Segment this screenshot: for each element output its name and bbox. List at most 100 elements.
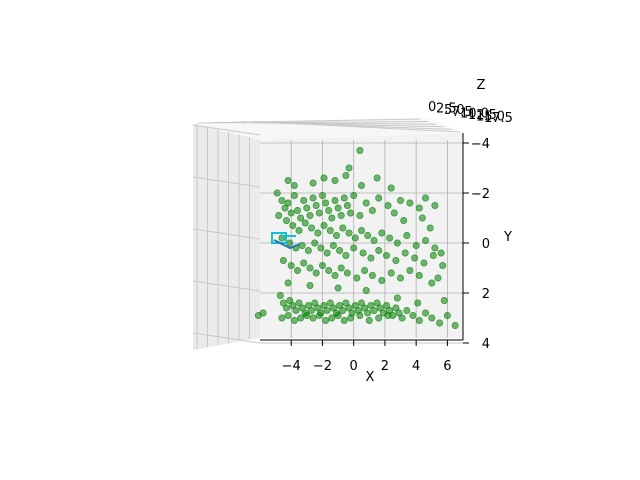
scatter-point xyxy=(278,314,286,322)
scatter-point xyxy=(382,252,390,260)
scatter-point xyxy=(259,309,267,317)
z-tick-label: 0 xyxy=(428,100,436,115)
scatter-point xyxy=(343,202,351,210)
y-tick-label: 0 xyxy=(482,237,490,252)
scatter-point xyxy=(365,316,373,324)
scatter-point xyxy=(328,314,336,322)
scatter-point xyxy=(367,301,375,309)
scatter-point xyxy=(331,177,339,185)
scatter-point xyxy=(326,299,334,307)
scatter-point xyxy=(373,299,381,307)
scatter-point xyxy=(440,296,448,304)
scatter-point xyxy=(278,197,286,205)
scatter-point xyxy=(320,301,328,309)
scatter-point xyxy=(342,252,350,260)
scatter-point xyxy=(347,209,355,217)
scatter-point xyxy=(415,204,423,212)
scatter-point xyxy=(364,309,372,317)
scatter-point xyxy=(292,306,300,314)
scatter-points xyxy=(254,147,459,329)
scatter-point xyxy=(345,164,353,172)
scatter-point xyxy=(314,304,322,312)
scatter-point xyxy=(411,254,419,262)
scatter-point xyxy=(356,212,364,220)
side-pane-gridline xyxy=(192,176,261,188)
scatter-point xyxy=(429,252,437,260)
scatter-point xyxy=(334,204,342,212)
scatter-point xyxy=(307,306,315,314)
scatter-point xyxy=(387,184,395,192)
scatter-point xyxy=(428,314,436,322)
x-tick-label: 4 xyxy=(412,359,420,374)
scatter-point xyxy=(298,304,306,312)
scatter-point xyxy=(287,209,295,217)
scatter-point xyxy=(323,306,331,314)
scatter-point xyxy=(451,321,459,329)
y-tick-label: 2 xyxy=(482,287,490,302)
scatter-point xyxy=(275,212,283,220)
scatter-point xyxy=(332,232,340,240)
scatter-point xyxy=(400,217,408,225)
blue-quiver-glyph-icon xyxy=(271,232,301,250)
scatter-point xyxy=(298,242,306,250)
x-tick-label: 6 xyxy=(443,359,451,374)
pane-lines xyxy=(192,118,461,349)
scatter-point xyxy=(304,247,312,255)
y-axis-label: Y xyxy=(503,230,512,245)
scatter-point xyxy=(361,304,369,312)
scatter-point xyxy=(337,212,345,220)
scatter-point xyxy=(378,276,386,284)
scatter-point xyxy=(314,229,322,237)
scatter-point xyxy=(290,192,298,200)
scatter-point xyxy=(303,204,311,212)
scatter-point xyxy=(415,316,423,324)
scatter-point xyxy=(318,192,326,200)
scatter-point xyxy=(312,202,320,210)
scatter-point xyxy=(343,269,351,277)
scatter-point xyxy=(420,259,428,267)
scatter-point xyxy=(357,227,365,235)
scatter-point xyxy=(393,294,401,302)
scatter-point xyxy=(300,259,308,267)
scatter-point xyxy=(406,199,414,207)
y-tick-label: −2 xyxy=(471,187,490,202)
scatter-point xyxy=(322,199,330,207)
scatter-point xyxy=(396,274,404,282)
scatter-point xyxy=(384,202,392,210)
scatter-point xyxy=(329,242,337,250)
scatter-point xyxy=(328,214,336,222)
scatter-point xyxy=(409,311,417,319)
scatter-point xyxy=(325,207,333,215)
scatter-point xyxy=(284,311,292,319)
z-ticks: 0 2.55.07.510.012.515.017.5 xyxy=(428,100,513,126)
scatter-point xyxy=(345,304,353,312)
scatter-point xyxy=(284,199,292,207)
x-tick-label: 2 xyxy=(381,359,389,374)
scatter-point xyxy=(370,306,378,314)
scatter-point xyxy=(301,219,309,227)
scatter-point xyxy=(431,244,439,252)
x-tick-label: 0 xyxy=(350,359,358,374)
scatter-point xyxy=(342,172,350,180)
scatter-point xyxy=(325,266,333,274)
scatter-point xyxy=(412,242,420,250)
scatter-point xyxy=(290,182,298,190)
scatter-point xyxy=(311,239,319,247)
scatter-point xyxy=(331,271,339,279)
scatter-point xyxy=(286,296,294,304)
scatter-point xyxy=(322,316,330,324)
scatter-point xyxy=(396,197,404,205)
scatter-point xyxy=(304,301,312,309)
scatter-point xyxy=(362,286,370,294)
scatter-point xyxy=(362,199,370,207)
scatter-point xyxy=(336,301,344,309)
scatter-point xyxy=(403,306,411,314)
side-pane-gridline xyxy=(192,124,261,136)
scatter-point xyxy=(401,249,409,257)
scatter-point xyxy=(375,247,383,255)
scatter-point xyxy=(339,224,347,232)
scatter-point xyxy=(406,266,414,274)
scatter-point xyxy=(375,314,383,322)
scatter-point xyxy=(415,271,423,279)
z-tick-label: 10.0 xyxy=(460,106,489,121)
